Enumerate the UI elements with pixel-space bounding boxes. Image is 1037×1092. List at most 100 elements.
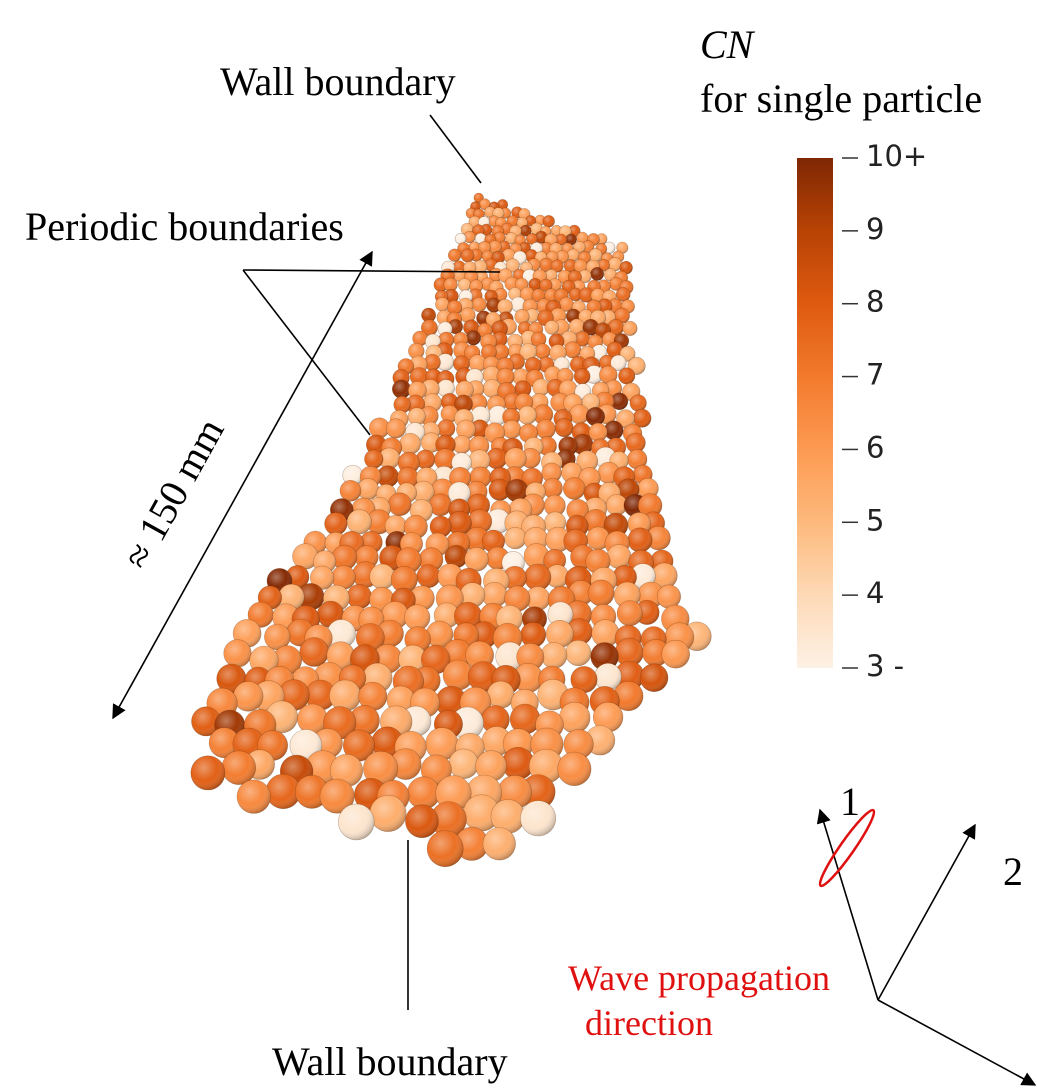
particle-shading [364,449,384,469]
particle-shading [369,564,395,590]
particle-shading [448,481,471,505]
particle-shading [447,300,462,315]
colorbar-title: CN [700,22,756,67]
particle-shading [460,307,476,323]
particle-shading [482,366,501,384]
wall-boundary-top-label: Wall boundary [220,59,456,104]
particle-shading [475,750,507,782]
particle-shading [468,661,499,692]
particle-shading [608,257,622,272]
particle-shading [434,448,457,471]
particle-shading [430,801,467,838]
particle-shading [430,516,452,538]
particle-shading [629,394,647,412]
particle-shading [426,620,453,648]
particle-shading [545,269,558,282]
particle-shading [221,750,256,785]
particle-shading [642,639,670,667]
particle-shading [443,277,458,292]
particle-shading [514,380,532,397]
particle-shading [448,748,479,779]
particle-shading [453,269,466,282]
particle-shading [416,564,441,588]
particle-shading [455,380,474,399]
particle-shading [502,420,521,439]
particle-shading [588,248,603,262]
particle-shading [525,215,536,227]
particle-shading [569,318,585,335]
length-label: ≈ 150 mm [114,411,233,576]
particle-shading [233,681,264,712]
particle-shading [488,405,508,425]
colorbar-tick-label: 6 [866,430,884,464]
particle-shading [436,353,454,371]
particle-shading [574,259,588,273]
particle-shading [495,642,525,671]
particle-shading [421,319,438,336]
particle-shading [525,357,542,374]
particle-shading [576,232,589,244]
particle-shading [448,248,461,262]
particle-shading [510,704,541,735]
particle-shading [504,276,519,291]
particle-shading [468,449,491,472]
particle-shading [578,269,592,283]
particle-shading [444,289,459,304]
particle-shading [545,527,571,552]
particle-shading [469,354,487,372]
axis-1-label: 1 [840,779,860,824]
wave-label-line1: Wave propagation [568,958,830,998]
particle-shading [564,341,581,358]
particle-shading [329,679,361,712]
particle-shading [591,619,620,647]
particle-shading [504,585,531,612]
particle-shading [603,513,628,538]
particle-shading [579,287,594,303]
particle-shading [519,343,537,361]
axis-1-arrow [816,808,879,1001]
particle-shading [520,800,556,836]
particle-shading [369,417,390,438]
particle-shading [475,233,486,244]
particle-shading [550,259,564,273]
particle-shading [615,638,644,667]
particle-shading [487,681,515,709]
particle-shading [574,368,591,385]
particle-shading [471,297,487,312]
particle-shading [404,604,431,631]
particle-shading [586,407,605,426]
particle-shading [452,435,471,454]
particle-shading [518,406,537,425]
particle-shading [559,379,577,398]
particle-shading [392,379,411,399]
particle-shading [295,775,329,809]
particle-shading [266,774,301,809]
particle-shading [547,601,574,628]
particle-shading [548,278,562,292]
particle-shading [385,515,407,537]
particle-shading [388,492,412,516]
particle-shading [377,465,399,488]
particle-shading [537,436,557,456]
particle-shading [393,396,411,413]
particle-shading [565,640,592,666]
particle-shading [590,267,604,281]
particle-shading [524,564,551,591]
particle-shading [470,419,489,438]
particle-shading [570,666,598,693]
particle-shading [405,804,439,838]
particle-shading [557,752,592,786]
particle-shading [534,215,546,226]
particle-shading [424,354,441,371]
particle-shading [586,526,610,550]
particle-shading [640,663,668,692]
particle-shading [524,543,549,569]
particle-shading [609,277,623,291]
particle-shading [425,727,459,761]
particle-shading [619,261,633,275]
particle-shading [440,405,459,423]
particle-shading [453,355,470,372]
particle-shading [542,478,563,498]
particle-shading [454,602,482,630]
particle-shading [651,562,678,589]
